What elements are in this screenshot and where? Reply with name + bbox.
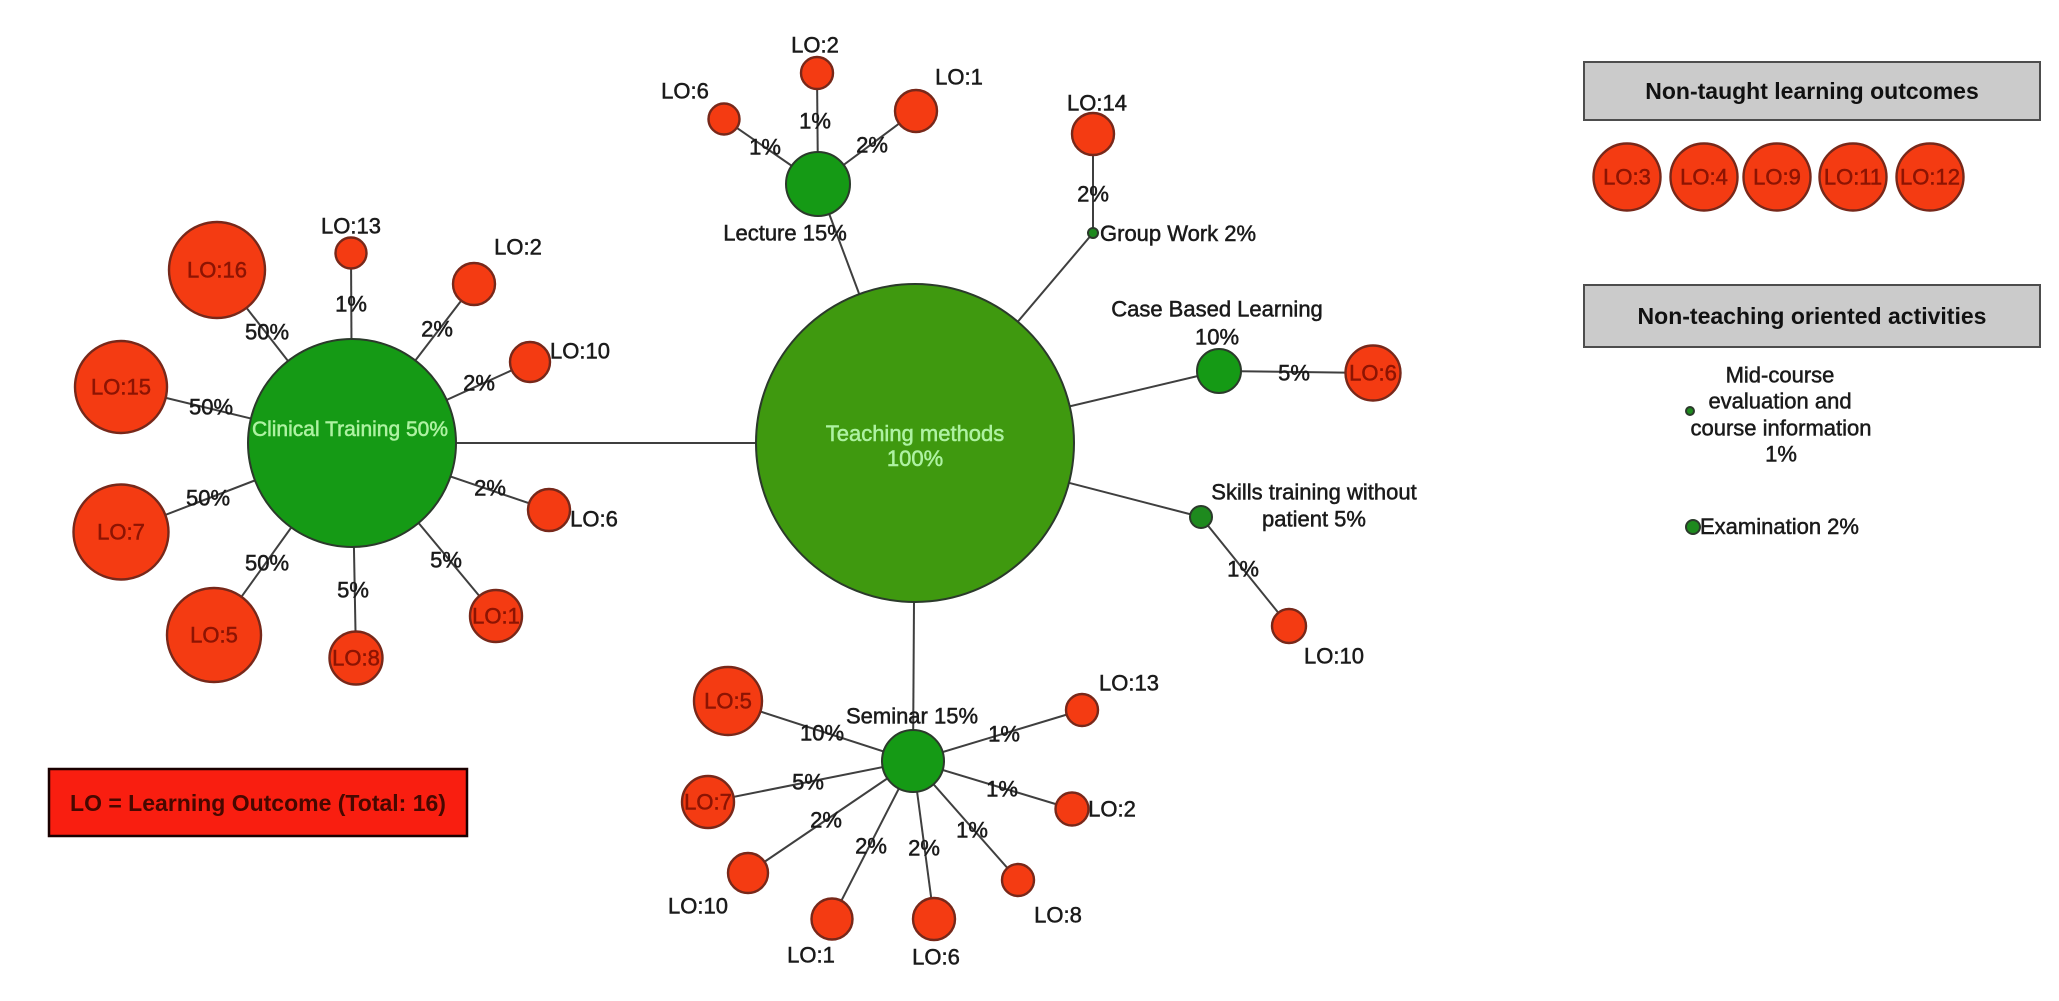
svg-text:LO:10: LO:10 [550, 339, 610, 364]
svg-text:LO = Learning Outcome (Total:: LO = Learning Outcome (Total: 16) [70, 790, 446, 816]
svg-text:LO:5: LO:5 [704, 689, 752, 714]
svg-text:Teaching methods: Teaching methods [826, 421, 1005, 446]
svg-text:2%: 2% [855, 834, 887, 859]
svg-text:LO:10: LO:10 [668, 894, 728, 919]
svg-text:2%: 2% [856, 133, 888, 158]
svg-text:50%: 50% [245, 320, 289, 345]
svg-text:Case Based Learning: Case Based Learning [1111, 297, 1323, 322]
svg-text:2%: 2% [474, 476, 506, 501]
svg-text:2%: 2% [1077, 182, 1109, 207]
svg-text:LO:7: LO:7 [684, 790, 732, 815]
svg-text:LO:8: LO:8 [332, 646, 380, 671]
svg-text:Group Work 2%: Group Work 2% [1100, 221, 1256, 246]
svg-text:2%: 2% [810, 808, 842, 833]
svg-text:1%: 1% [956, 818, 988, 843]
svg-text:LO:15: LO:15 [91, 375, 151, 400]
svg-text:50%: 50% [186, 486, 230, 511]
svg-text:LO:13: LO:13 [1099, 671, 1159, 696]
svg-text:Lecture 15%: Lecture 15% [723, 221, 847, 246]
svg-text:LO:6: LO:6 [1349, 361, 1397, 386]
svg-text:LO:2: LO:2 [791, 33, 839, 58]
svg-text:Non-teaching oriented activiti: Non-teaching oriented activities [1638, 303, 1987, 329]
svg-text:LO:13: LO:13 [321, 214, 381, 239]
svg-text:LO:6: LO:6 [912, 945, 960, 970]
svg-text:1%: 1% [799, 109, 831, 134]
svg-text:2%: 2% [908, 836, 940, 861]
svg-text:Examination 2%: Examination 2% [1700, 514, 1859, 539]
svg-text:1%: 1% [986, 777, 1018, 802]
svg-text:LO:16: LO:16 [187, 258, 247, 283]
svg-text:LO:4: LO:4 [1680, 165, 1728, 190]
svg-text:1%: 1% [1765, 442, 1797, 467]
svg-text:LO:8: LO:8 [1034, 903, 1082, 928]
svg-text:LO:1: LO:1 [787, 943, 835, 968]
svg-text:Skills training without: Skills training without [1211, 480, 1416, 505]
svg-text:LO:6: LO:6 [661, 79, 709, 104]
svg-text:LO:14: LO:14 [1067, 91, 1127, 116]
svg-text:Mid-course: Mid-course [1726, 363, 1835, 388]
svg-text:LO:1: LO:1 [472, 604, 520, 629]
svg-text:LO:10: LO:10 [1304, 644, 1364, 669]
svg-text:10%: 10% [800, 721, 844, 746]
svg-text:LO:6: LO:6 [570, 507, 618, 532]
svg-text:5%: 5% [1278, 361, 1310, 386]
svg-text:LO:3: LO:3 [1603, 165, 1651, 190]
svg-text:LO:11: LO:11 [1824, 165, 1882, 190]
svg-text:1%: 1% [988, 722, 1020, 747]
svg-text:2%: 2% [463, 371, 495, 396]
svg-text:LO:2: LO:2 [494, 235, 542, 260]
svg-text:5%: 5% [337, 578, 369, 603]
svg-text:evaluation and: evaluation and [1708, 389, 1851, 414]
svg-text:course information: course information [1691, 416, 1872, 441]
svg-text:1%: 1% [749, 135, 781, 160]
svg-text:patient 5%: patient 5% [1262, 507, 1366, 532]
svg-text:Non-taught learning outcomes: Non-taught learning outcomes [1645, 78, 1979, 104]
svg-text:LO:5: LO:5 [190, 623, 238, 648]
svg-text:10%: 10% [1195, 325, 1239, 350]
svg-text:Clinical Training 50%: Clinical Training 50% [252, 418, 448, 441]
svg-text:LO:7: LO:7 [97, 520, 145, 545]
svg-text:1%: 1% [335, 292, 367, 317]
svg-text:LO:2: LO:2 [1088, 797, 1136, 822]
svg-text:5%: 5% [792, 770, 824, 795]
svg-text:2%: 2% [421, 317, 453, 342]
svg-text:LO:1: LO:1 [935, 65, 983, 90]
svg-text:LO:9: LO:9 [1753, 165, 1801, 190]
svg-text:1%: 1% [1227, 557, 1259, 582]
svg-text:LO:12: LO:12 [1900, 165, 1960, 190]
svg-text:100%: 100% [887, 446, 943, 471]
svg-text:5%: 5% [430, 548, 462, 573]
svg-text:50%: 50% [245, 551, 289, 576]
svg-text:50%: 50% [189, 395, 233, 420]
svg-text:Seminar 15%: Seminar 15% [846, 704, 978, 729]
